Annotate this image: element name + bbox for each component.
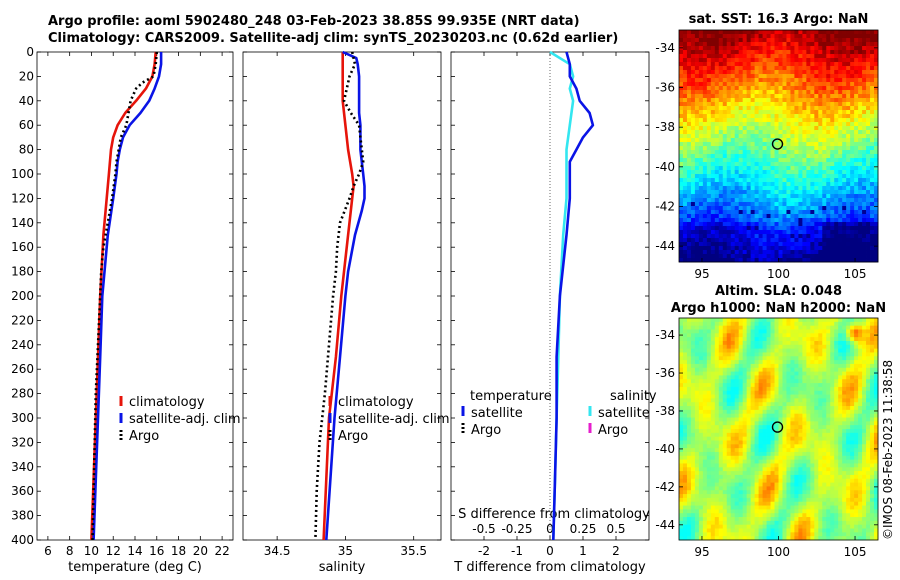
figure-title-line2: Climatology: CARS2009. Satellite-adj cli… (48, 31, 619, 46)
x-tick-label: 6 (44, 544, 52, 558)
x-tick-label: 20 (193, 544, 208, 558)
legend-label: satellite-adj. clim (129, 412, 241, 427)
y-tick-label: 220 (11, 313, 34, 327)
legend-label: Argo (471, 423, 501, 438)
x-tick-label: 14 (127, 544, 142, 558)
temperature-profile-plot: 0 20 40 60 80 100 120 140 160 180 200 220 240 260 280 3… (11, 45, 241, 575)
y-tick-label: 400 (11, 533, 34, 547)
top-tick-label: 0.5 (606, 522, 625, 536)
y-tick-label: 100 (11, 167, 34, 181)
y-tick-label: -36 (655, 81, 675, 95)
y-tick-label: 280 (11, 387, 34, 401)
legend-label: climatology (129, 395, 205, 410)
legend-label: satellite (471, 406, 523, 421)
credit-text: ©IMOS 08-Feb-2023 11:38:58 (881, 360, 895, 540)
y-tick-label: -34 (655, 328, 675, 342)
x-tick-label: 16 (149, 544, 164, 558)
y-tick-label: 180 (11, 265, 34, 279)
legend-label: Argo (338, 429, 368, 444)
y-tick-label: -40 (655, 160, 675, 174)
y-tick-label: 260 (11, 362, 34, 376)
top-tick-label: 0 (546, 522, 554, 536)
sst-field (679, 30, 879, 263)
top-tick-label: -0.25 (501, 522, 532, 536)
y-tick-label: 360 (11, 484, 34, 498)
y-tick-label: -44 (655, 518, 675, 532)
plot-frame (36, 51, 234, 541)
series-line-climatology (90, 51, 157, 541)
x-tick-label: 35 (338, 544, 353, 558)
y-tick-label: 40 (19, 94, 34, 108)
y-tick-label: -40 (655, 442, 675, 456)
x-tick-label: -2 (478, 544, 490, 558)
y-tick-label: 380 (11, 509, 34, 523)
x-tick-label: 22 (214, 544, 229, 558)
legend-label: satellite (598, 406, 650, 421)
x-tick-label: 35.5 (400, 544, 427, 558)
x-tick-label: 34.5 (264, 544, 291, 558)
argo-position-marker (771, 138, 784, 150)
y-tick-label: -42 (655, 199, 675, 213)
y-tick-label: 320 (11, 435, 34, 449)
x-axis-label: salinity (319, 560, 366, 575)
map-subtitle: Argo h1000: NaN h2000: NaN (671, 301, 886, 316)
y-tick-label: 20 (19, 69, 34, 83)
y-tick-label: 120 (11, 191, 34, 205)
figure-title-line1: Argo profile: aoml 5902480_248 03-Feb-20… (48, 14, 580, 29)
x-tick-label: 100 (767, 267, 790, 281)
y-tick-label: 0 (26, 45, 34, 59)
salinity-profile-plot: 34.5 35 35.5 salinity climatology satellite-a… (242, 50, 450, 575)
y-tick-label: -36 (655, 366, 675, 380)
legend-heading: salinity (610, 389, 657, 404)
y-tick-label: 140 (11, 216, 34, 230)
y-tick-label: -42 (655, 480, 675, 494)
legend-heading: temperature (470, 389, 552, 404)
y-tick-label: 160 (11, 240, 34, 254)
x-tick-label: 8 (66, 544, 74, 558)
y-tick-label: -38 (655, 120, 675, 134)
sla-map: 95 100 105 -34 -36 -38 -40 -42 -44 Altim. SLA: 0.… (655, 284, 886, 559)
x-axis-label: temperature (deg C) (68, 560, 202, 575)
x-tick-label: 10 (84, 544, 99, 558)
y-tick-label: 240 (11, 338, 34, 352)
legend-label: Argo (598, 423, 628, 438)
map-title: sat. SST: 16.3 Argo: NaN (689, 12, 869, 27)
series-line-temperature-satellite (552, 51, 595, 541)
x-tick-label: 1 (579, 544, 587, 558)
x-tick-label: -1 (511, 544, 523, 558)
y-tick-label: -34 (655, 41, 675, 55)
x-tick-label: 12 (106, 544, 121, 558)
x-tick-label: 18 (171, 544, 186, 558)
argo-position-marker (771, 421, 784, 433)
x-tick-label: 100 (767, 545, 790, 559)
x-tick-label: 0 (546, 544, 554, 558)
legend-label: satellite-adj. clim (338, 412, 450, 427)
series-line-satellite-adj-clim (325, 50, 366, 541)
top-tick-label: 0.25 (570, 522, 597, 536)
y-tick-label: 340 (11, 460, 34, 474)
y-tick-label: 300 (11, 411, 34, 425)
x-tick-label: 105 (844, 545, 867, 559)
y-tick-label: -38 (655, 404, 675, 418)
legend-label: Argo (129, 429, 159, 444)
x-tick-label: 95 (694, 545, 709, 559)
x-tick-label: 95 (694, 267, 709, 281)
x-tick-label: 105 (844, 267, 867, 281)
series-line-argo (314, 51, 365, 541)
top-tick-label: -0.5 (472, 522, 495, 536)
series-line-climatology (322, 52, 355, 541)
x-tick-label: 2 (612, 544, 620, 558)
y-tick-label: 60 (19, 118, 34, 132)
y-tick-label: 80 (19, 143, 34, 157)
map-title: Altim. SLA: 0.048 (715, 284, 842, 299)
sla-field (679, 318, 879, 541)
sst-map: 95 100 105 -34 -36 -38 -40 -42 -44 sat. SST: 16.3… (655, 12, 879, 281)
y-tick-label: -44 (655, 239, 675, 253)
legend-label: climatology (338, 395, 414, 410)
y-tick-label: 200 (11, 289, 34, 303)
series-line-argo (91, 51, 159, 541)
x-axis-label: T difference from climatology (453, 560, 646, 575)
